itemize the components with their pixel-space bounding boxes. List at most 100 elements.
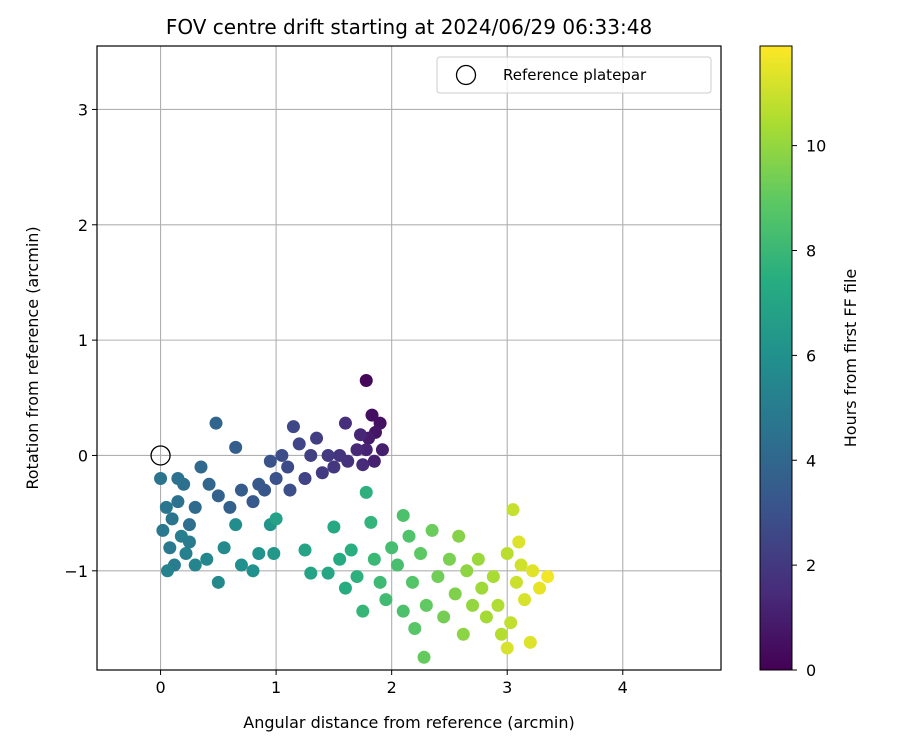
data-point: [327, 520, 341, 534]
data-point: [229, 518, 243, 532]
data-point: [518, 593, 532, 607]
data-point: [417, 650, 431, 664]
data-point: [359, 373, 373, 387]
x-tick-label: 3: [502, 678, 512, 697]
y-tick-label: 1: [78, 331, 88, 350]
y-tick-label: 2: [78, 216, 88, 235]
data-point: [359, 485, 373, 499]
data-point: [402, 529, 416, 543]
data-point: [165, 512, 179, 526]
legend-entry-reference: Reference platepar: [503, 66, 647, 84]
data-point: [385, 541, 399, 555]
data-point: [281, 460, 295, 474]
data-point: [211, 575, 225, 589]
y-tick-label: −1: [64, 562, 88, 581]
data-point: [425, 523, 439, 537]
data-point: [171, 472, 185, 486]
data-point: [367, 454, 381, 468]
data-point: [234, 483, 248, 497]
data-point: [491, 598, 505, 612]
data-point: [365, 408, 379, 422]
data-point: [188, 558, 202, 572]
data-point: [541, 570, 555, 584]
data-point: [156, 523, 170, 537]
data-point: [452, 529, 466, 543]
data-points: [154, 373, 555, 664]
colorbar-tick-label: 0: [806, 661, 816, 680]
colorbar: 0 2 4 6 8 10 Hours from first FF file: [759, 45, 860, 680]
data-point: [456, 627, 470, 641]
x-tick-label: 1: [271, 678, 281, 697]
data-point: [506, 503, 520, 517]
y-axis-label: Rotation from reference (arcmin): [23, 226, 42, 489]
data-point: [475, 581, 489, 595]
data-point: [448, 587, 462, 601]
colorbar-tick-label: 4: [806, 451, 816, 470]
data-point: [286, 420, 300, 434]
data-point: [304, 448, 318, 462]
data-point: [211, 489, 225, 503]
data-point: [283, 483, 297, 497]
colorbar-tick-label: 10: [806, 137, 826, 156]
data-point: [179, 547, 193, 561]
data-point: [333, 448, 347, 462]
data-point: [396, 604, 410, 618]
reference-marker: [150, 445, 171, 466]
colorbar-tick-label: 8: [806, 242, 816, 261]
data-point: [364, 515, 378, 529]
data-point: [338, 416, 352, 430]
data-point: [310, 431, 324, 445]
data-point: [356, 458, 370, 472]
legend: Reference platepar: [436, 56, 712, 94]
data-point: [396, 508, 410, 522]
data-point: [375, 443, 389, 457]
grid: [97, 46, 721, 670]
reference-point: [150, 445, 171, 466]
plot-frame: [96, 45, 722, 671]
colorbar-tick-label: 2: [806, 556, 816, 575]
data-point: [373, 575, 387, 589]
data-point: [223, 500, 237, 514]
data-point: [442, 552, 456, 566]
data-point: [471, 552, 485, 566]
data-point: [246, 564, 260, 578]
data-point: [460, 564, 474, 578]
data-point: [202, 477, 216, 491]
data-point: [269, 472, 283, 486]
chart-title: FOV centre drift starting at 2024/06/29 …: [166, 15, 652, 39]
data-point: [246, 495, 260, 509]
x-tick-label: 4: [618, 678, 628, 697]
data-point: [390, 558, 404, 572]
data-point: [379, 593, 393, 607]
data-point: [359, 443, 373, 457]
legend-box: [436, 56, 712, 94]
data-point: [269, 512, 283, 526]
data-point: [431, 570, 445, 584]
data-point: [252, 477, 266, 491]
data-point: [321, 566, 335, 580]
data-point: [367, 552, 381, 566]
x-tick-label: 2: [387, 678, 397, 697]
data-point: [356, 604, 370, 618]
data-point: [479, 610, 493, 624]
data-point: [321, 448, 335, 462]
data-point: [405, 575, 419, 589]
y-axis-ticks: −1 0 1 2 3: [64, 100, 97, 581]
data-point: [182, 535, 196, 549]
colorbar-gradient: [759, 45, 793, 671]
data-point: [160, 564, 174, 578]
data-point: [514, 558, 528, 572]
data-point: [408, 621, 422, 635]
y-tick-label: 3: [78, 100, 88, 119]
data-point: [275, 448, 289, 462]
data-point: [353, 428, 367, 442]
data-point: [526, 564, 540, 578]
data-point: [350, 443, 364, 457]
data-point: [304, 566, 318, 580]
data-point: [486, 570, 500, 584]
data-point: [500, 547, 514, 561]
x-axis-label: Angular distance from reference (arcmin): [243, 713, 574, 732]
data-point: [338, 581, 352, 595]
data-point: [509, 575, 523, 589]
